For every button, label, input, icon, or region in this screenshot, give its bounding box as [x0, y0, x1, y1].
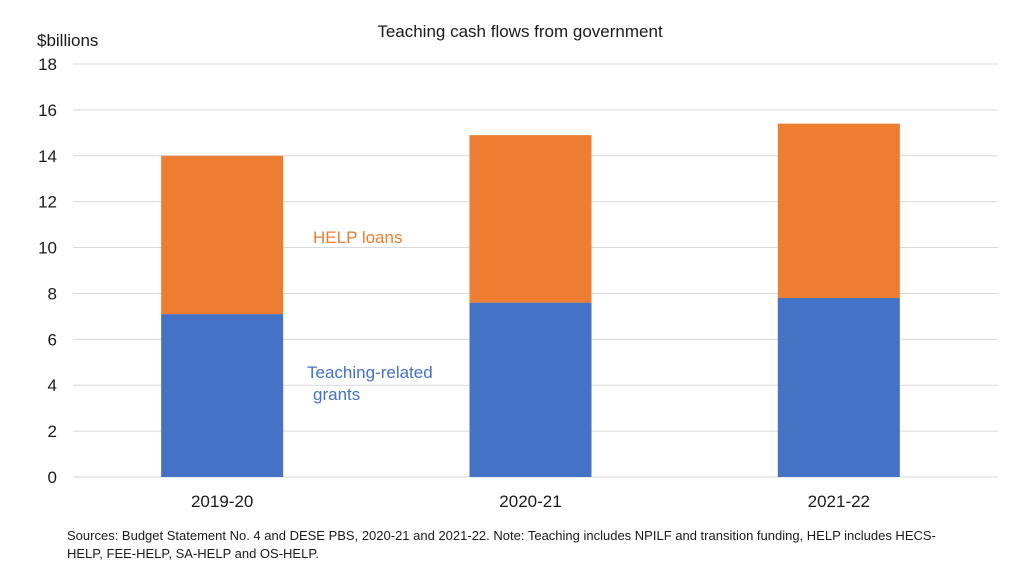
x-tick-label-2020-21: 2020-21: [499, 492, 561, 511]
y-tick-label-12: 12: [38, 193, 57, 212]
bar-2021-22-teaching-grants: [777, 298, 900, 477]
y-tick-label-2: 2: [48, 422, 57, 441]
bar-2019-20-teaching-grants: [161, 314, 284, 477]
y-tick-label-18: 18: [38, 55, 57, 74]
y-tick-label-10: 10: [38, 239, 57, 258]
series-label-teaching-line2: grants: [313, 385, 361, 404]
x-tick-label-2021-22: 2021-22: [808, 492, 870, 511]
bar-2021-22-help-loans: [777, 123, 900, 299]
bar-2019-20-help-loans: [161, 155, 284, 315]
stacked-bar-chart: 0 2 4 6 8 10 12 14 16 18 2019-20 2020-21 2021-22: [38, 55, 998, 511]
bar-2020-21-teaching-grants: [469, 302, 592, 477]
y-axis-ticks: 0 2 4 6 8 10 12 14 16 18: [38, 55, 57, 487]
y-tick-label-0: 0: [48, 468, 57, 487]
y-tick-label-4: 4: [48, 376, 57, 395]
y-axis-unit-label: $billions: [37, 31, 99, 50]
y-tick-label-16: 16: [38, 101, 57, 120]
y-tick-label-8: 8: [48, 284, 57, 303]
bar-2020-21-help-loans: [469, 135, 592, 303]
y-tick-label-6: 6: [48, 330, 57, 349]
y-tick-label-14: 14: [38, 147, 57, 166]
x-tick-label-2019-20: 2019-20: [191, 492, 253, 511]
bars: [161, 123, 900, 477]
x-axis-ticks: 2019-20 2020-21 2021-22: [191, 492, 870, 511]
series-label-help-loans: HELP loans: [313, 228, 403, 247]
footnote: Sources: Budget Statement No. 4 and DESE…: [67, 528, 936, 561]
series-label-teaching-line1: Teaching-related: [307, 363, 433, 382]
chart-title: Teaching cash flows from government: [377, 22, 663, 41]
series-label-teaching-grants: Teaching-related grants: [307, 362, 433, 406]
